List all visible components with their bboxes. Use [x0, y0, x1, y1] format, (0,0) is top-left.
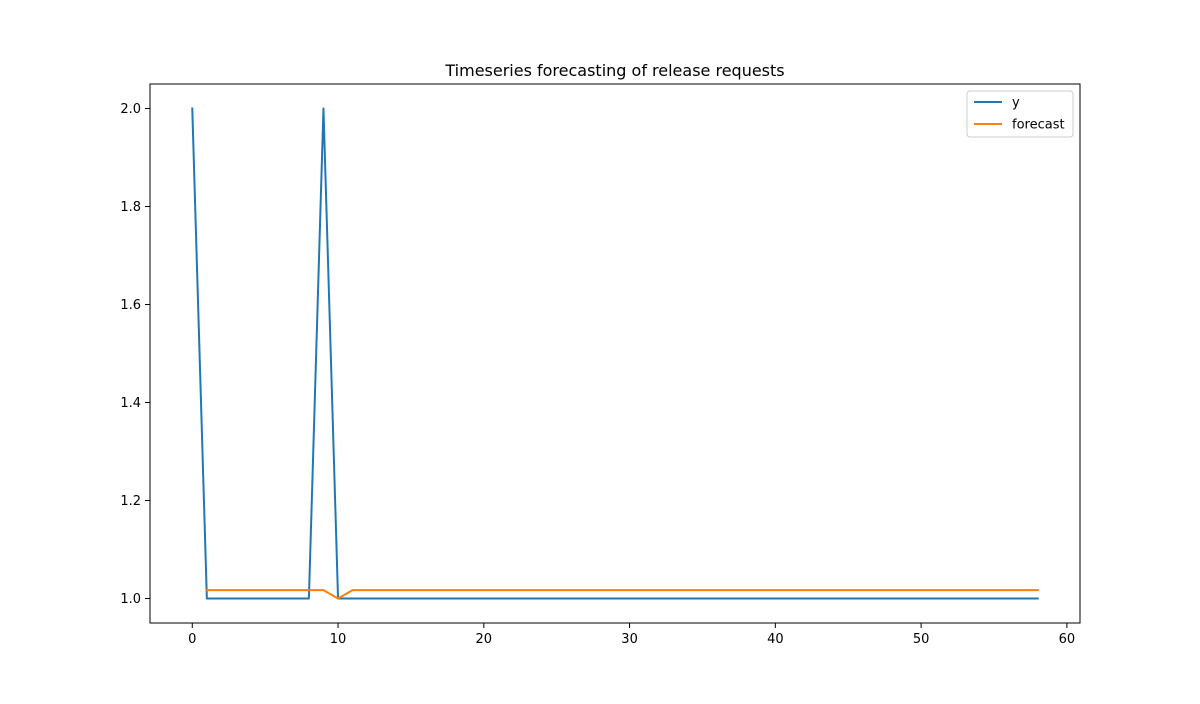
- y-tick-label: 1.2: [120, 494, 141, 509]
- legend-label-y: y: [1012, 96, 1020, 111]
- y-tick-label: 2.0: [120, 102, 141, 117]
- axes-frame: [149, 83, 1081, 624]
- plot-area: 0 10 20 30 40 50 60 1.0 1.2 1.4 1.6 1.8 2.0 y forecast: [120, 83, 1081, 647]
- x-tick-label: 0: [188, 632, 196, 647]
- x-tick-label: 30: [621, 632, 638, 647]
- y-tick-label: 1.4: [120, 396, 141, 411]
- y-tick-label: 1.6: [120, 298, 141, 313]
- series-line-y: [191, 107, 1039, 600]
- x-tick-label: 50: [913, 632, 930, 647]
- y-tick-label: 1.0: [120, 592, 141, 607]
- x-tick-label: 60: [1059, 632, 1076, 647]
- legend-label-forecast: forecast: [1012, 118, 1065, 133]
- chart-title: Timeseries forecasting of release reques…: [444, 61, 784, 80]
- x-tick-label: 10: [330, 632, 347, 647]
- y-tick-label: 1.8: [120, 200, 141, 215]
- x-tick-label: 40: [767, 632, 784, 647]
- series-line-forecast: [205, 589, 1039, 600]
- x-tick-label: 20: [476, 632, 493, 647]
